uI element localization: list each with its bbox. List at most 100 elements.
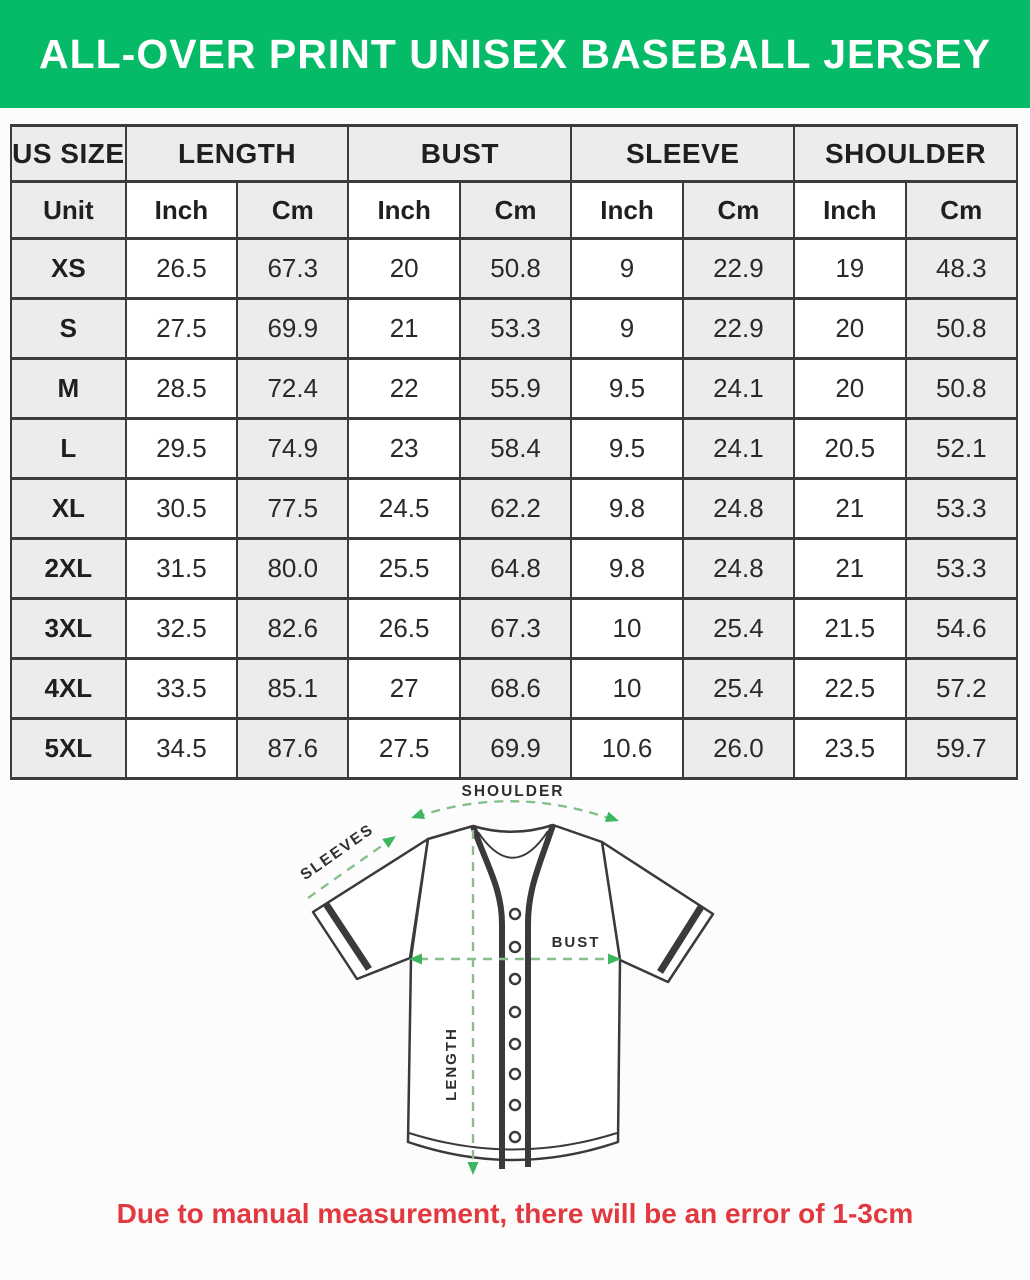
col-header-bust: BUST xyxy=(347,124,573,183)
collar-inner-line xyxy=(477,830,549,859)
table-row: 2XL 31.5 80.0 25.5 64.8 9.8 24.8 21 53.3 xyxy=(10,537,1019,600)
right-sleeve-stripe xyxy=(657,905,704,974)
value-cell: 54.6 xyxy=(904,597,1019,660)
sleeves-arrow-line xyxy=(307,839,391,899)
value-cell: 50.8 xyxy=(904,297,1019,360)
value-cell: 26.5 xyxy=(347,597,461,660)
arrowheads xyxy=(382,808,621,1175)
value-cell: 22 xyxy=(347,357,461,420)
size-label: L xyxy=(10,417,127,480)
placket-left-trim xyxy=(470,825,505,1169)
jersey-measurement-diagram: SHOULDER SLEEVES BUST LENGTH xyxy=(280,772,750,1187)
placket-buttons xyxy=(508,907,522,1144)
value-cell: 20 xyxy=(793,357,907,420)
jersey-outline-graphic xyxy=(311,823,715,1169)
size-label: M xyxy=(10,357,127,420)
value-cell: 62.2 xyxy=(458,477,573,540)
unit-cell: Cm xyxy=(458,180,573,240)
sleeves-label: SLEEVES xyxy=(298,821,378,884)
left-sleeve-stripe xyxy=(323,902,372,971)
size-label: XL xyxy=(10,477,127,540)
table-row: 4XL 33.5 85.1 27 68.6 10 25.4 22.5 57.2 xyxy=(10,657,1019,720)
value-cell: 25.4 xyxy=(681,657,796,720)
value-cell: 52.1 xyxy=(904,417,1019,480)
value-cell: 67.3 xyxy=(458,597,573,660)
unit-cell: Inch xyxy=(793,180,907,240)
value-cell: 10 xyxy=(570,657,684,720)
bust-label: BUST xyxy=(552,934,601,951)
value-cell: 21 xyxy=(347,297,461,360)
unit-cell: Inch xyxy=(347,180,461,240)
value-cell: 21 xyxy=(793,477,907,540)
value-cell: 27.5 xyxy=(347,717,461,780)
title-banner: ALL-OVER PRINT UNISEX BASEBALL JERSEY xyxy=(0,0,1030,108)
size-label: 4XL xyxy=(10,657,127,720)
col-header-shoulder: SHOULDER xyxy=(793,124,1018,183)
value-cell: 21.5 xyxy=(793,597,907,660)
value-cell: 26.5 xyxy=(124,237,239,300)
table-row: 5XL 34.5 87.6 27.5 69.9 10.6 26.0 23.5 59.7 xyxy=(10,717,1019,780)
value-cell: 22.9 xyxy=(681,297,796,360)
value-cell: 10.6 xyxy=(570,717,684,780)
value-cell: 10 xyxy=(570,597,684,660)
measurement-arrows xyxy=(307,800,615,1164)
value-cell: 82.6 xyxy=(236,597,350,660)
value-cell: 20.5 xyxy=(793,417,907,480)
value-cell: 23 xyxy=(347,417,461,480)
value-cell: 53.3 xyxy=(458,297,573,360)
size-label: 5XL xyxy=(10,717,127,780)
value-cell: 55.9 xyxy=(458,357,573,420)
value-cell: 53.3 xyxy=(904,477,1019,540)
value-cell: 69.9 xyxy=(236,297,350,360)
value-cell: 30.5 xyxy=(124,477,239,540)
value-cell: 77.5 xyxy=(236,477,350,540)
value-cell: 22.9 xyxy=(681,237,796,300)
unit-label-cell: Unit xyxy=(10,180,127,240)
size-label: S xyxy=(10,297,127,360)
value-cell: 21 xyxy=(793,537,907,600)
table-row: M 28.5 72.4 22 55.9 9.5 24.1 20 50.8 xyxy=(10,357,1019,420)
value-cell: 28.5 xyxy=(124,357,239,420)
value-cell: 9 xyxy=(570,237,684,300)
value-cell: 25.5 xyxy=(347,537,461,600)
size-table: US SIZE LENGTH BUST SLEEVE SHOULDER Unit… xyxy=(10,124,1019,780)
page-title: ALL-OVER PRINT UNISEX BASEBALL JERSEY xyxy=(38,30,992,77)
table-row: 3XL 32.5 82.6 26.5 67.3 10 25.4 21.5 54.6 xyxy=(10,597,1019,660)
value-cell: 29.5 xyxy=(124,417,239,480)
value-cell: 9.5 xyxy=(570,357,684,420)
size-label: XS xyxy=(10,237,127,300)
value-cell: 19 xyxy=(793,237,907,300)
value-cell: 68.6 xyxy=(458,657,573,720)
value-cell: 48.3 xyxy=(904,237,1019,300)
value-cell: 24.1 xyxy=(681,417,796,480)
value-cell: 87.6 xyxy=(236,717,350,780)
value-cell: 24.5 xyxy=(347,477,461,540)
hem-inner-line xyxy=(408,1132,618,1151)
value-cell: 53.3 xyxy=(904,537,1019,600)
value-cell: 80.0 xyxy=(236,537,350,600)
value-cell: 67.3 xyxy=(236,237,350,300)
length-label: LENGTH xyxy=(443,1027,460,1101)
value-cell: 9 xyxy=(570,297,684,360)
value-cell: 24.8 xyxy=(681,477,796,540)
jersey-diagram-svg: SHOULDER SLEEVES BUST LENGTH xyxy=(298,783,715,1175)
value-cell: 59.7 xyxy=(904,717,1019,780)
value-cell: 23.5 xyxy=(793,717,907,780)
table-row: S 27.5 69.9 21 53.3 9 22.9 20 50.8 xyxy=(10,297,1019,360)
col-header-us-size: US SIZE xyxy=(10,124,127,183)
unit-cell: Inch xyxy=(124,180,239,240)
value-cell: 50.8 xyxy=(904,357,1019,420)
value-cell: 32.5 xyxy=(124,597,239,660)
value-cell: 9.5 xyxy=(570,417,684,480)
shoulder-label: SHOULDER xyxy=(462,783,565,800)
value-cell: 25.4 xyxy=(681,597,796,660)
unit-cell: Cm xyxy=(904,180,1019,240)
value-cell: 31.5 xyxy=(124,537,239,600)
value-cell: 34.5 xyxy=(124,717,239,780)
value-cell: 20 xyxy=(347,237,461,300)
table-row: XL 30.5 77.5 24.5 62.2 9.8 24.8 21 53.3 xyxy=(10,477,1019,540)
col-header-sleeve: SLEEVE xyxy=(570,124,796,183)
unit-cell: Cm xyxy=(681,180,796,240)
value-cell: 64.8 xyxy=(458,537,573,600)
